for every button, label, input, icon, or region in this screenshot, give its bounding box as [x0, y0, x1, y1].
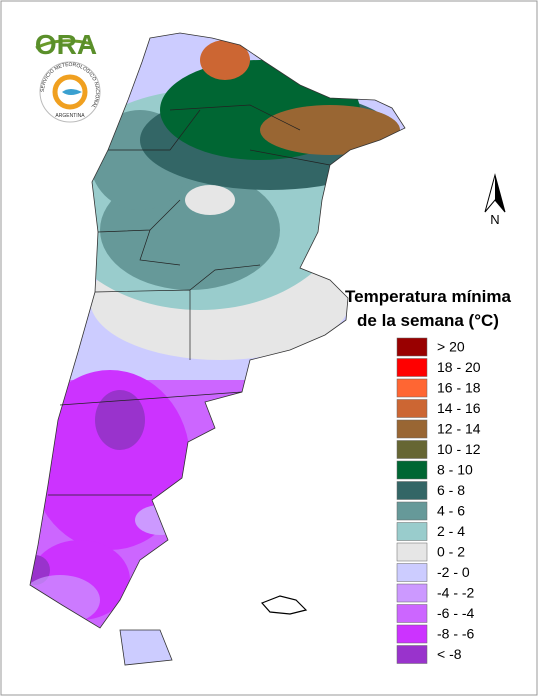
legend-swatch [396, 460, 428, 480]
legend-label: -8 - -6 [437, 626, 475, 642]
legend-label: > 20 [437, 339, 465, 355]
legend-label: 6 - 8 [437, 482, 465, 498]
legend-label: 4 - 6 [437, 503, 465, 519]
legend: > 20 18 - 20 16 - 18 14 - 16 12 - 14 10 - 12 8… [396, 337, 481, 664]
country: ARGENTINA [55, 113, 85, 119]
legend-label: -6 - -4 [437, 605, 475, 621]
legend-swatch [396, 378, 428, 398]
legend-swatch [396, 522, 428, 541]
north-arrow: N [484, 173, 506, 227]
legend-swatch [396, 419, 428, 439]
legend-label: 8 - 10 [437, 462, 473, 478]
islands [260, 595, 308, 615]
logo: ORA SERVICIO METEOROLOGICO NACIONAL ARGE… [35, 29, 101, 123]
legend-label: 18 - 20 [437, 359, 481, 375]
legend-swatch [396, 645, 428, 664]
province-borders [48, 104, 331, 496]
legend-swatch [396, 563, 428, 582]
legend-label: 12 - 14 [437, 421, 481, 437]
legend-swatch [396, 358, 428, 377]
legend-label: 14 - 16 [437, 400, 481, 416]
legend-swatch [396, 440, 428, 459]
tierra-del-fuego [119, 629, 173, 666]
north-label: N [490, 212, 499, 227]
legend-label: -4 - -2 [437, 585, 475, 601]
legend-swatch [396, 604, 428, 623]
legend-label: 10 - 12 [437, 441, 481, 457]
legend-label: 0 - 2 [437, 544, 465, 560]
legend-label: 2 - 4 [437, 523, 465, 539]
legend-label: < -8 [437, 646, 462, 662]
legend-title: Temperatura mínima [345, 287, 512, 306]
legend-title: de la semana (°C) [357, 311, 499, 330]
legend-swatch [396, 337, 428, 357]
legend-swatch [396, 481, 428, 500]
brand: ORA [35, 29, 97, 60]
legend-swatch [396, 542, 428, 562]
legend-swatch [396, 399, 428, 418]
legend-label: 16 - 18 [437, 380, 481, 396]
legend-swatch [396, 624, 428, 644]
legend-swatch [396, 583, 428, 603]
legend-label: -2 - 0 [437, 564, 470, 580]
legend-swatch [396, 501, 428, 521]
